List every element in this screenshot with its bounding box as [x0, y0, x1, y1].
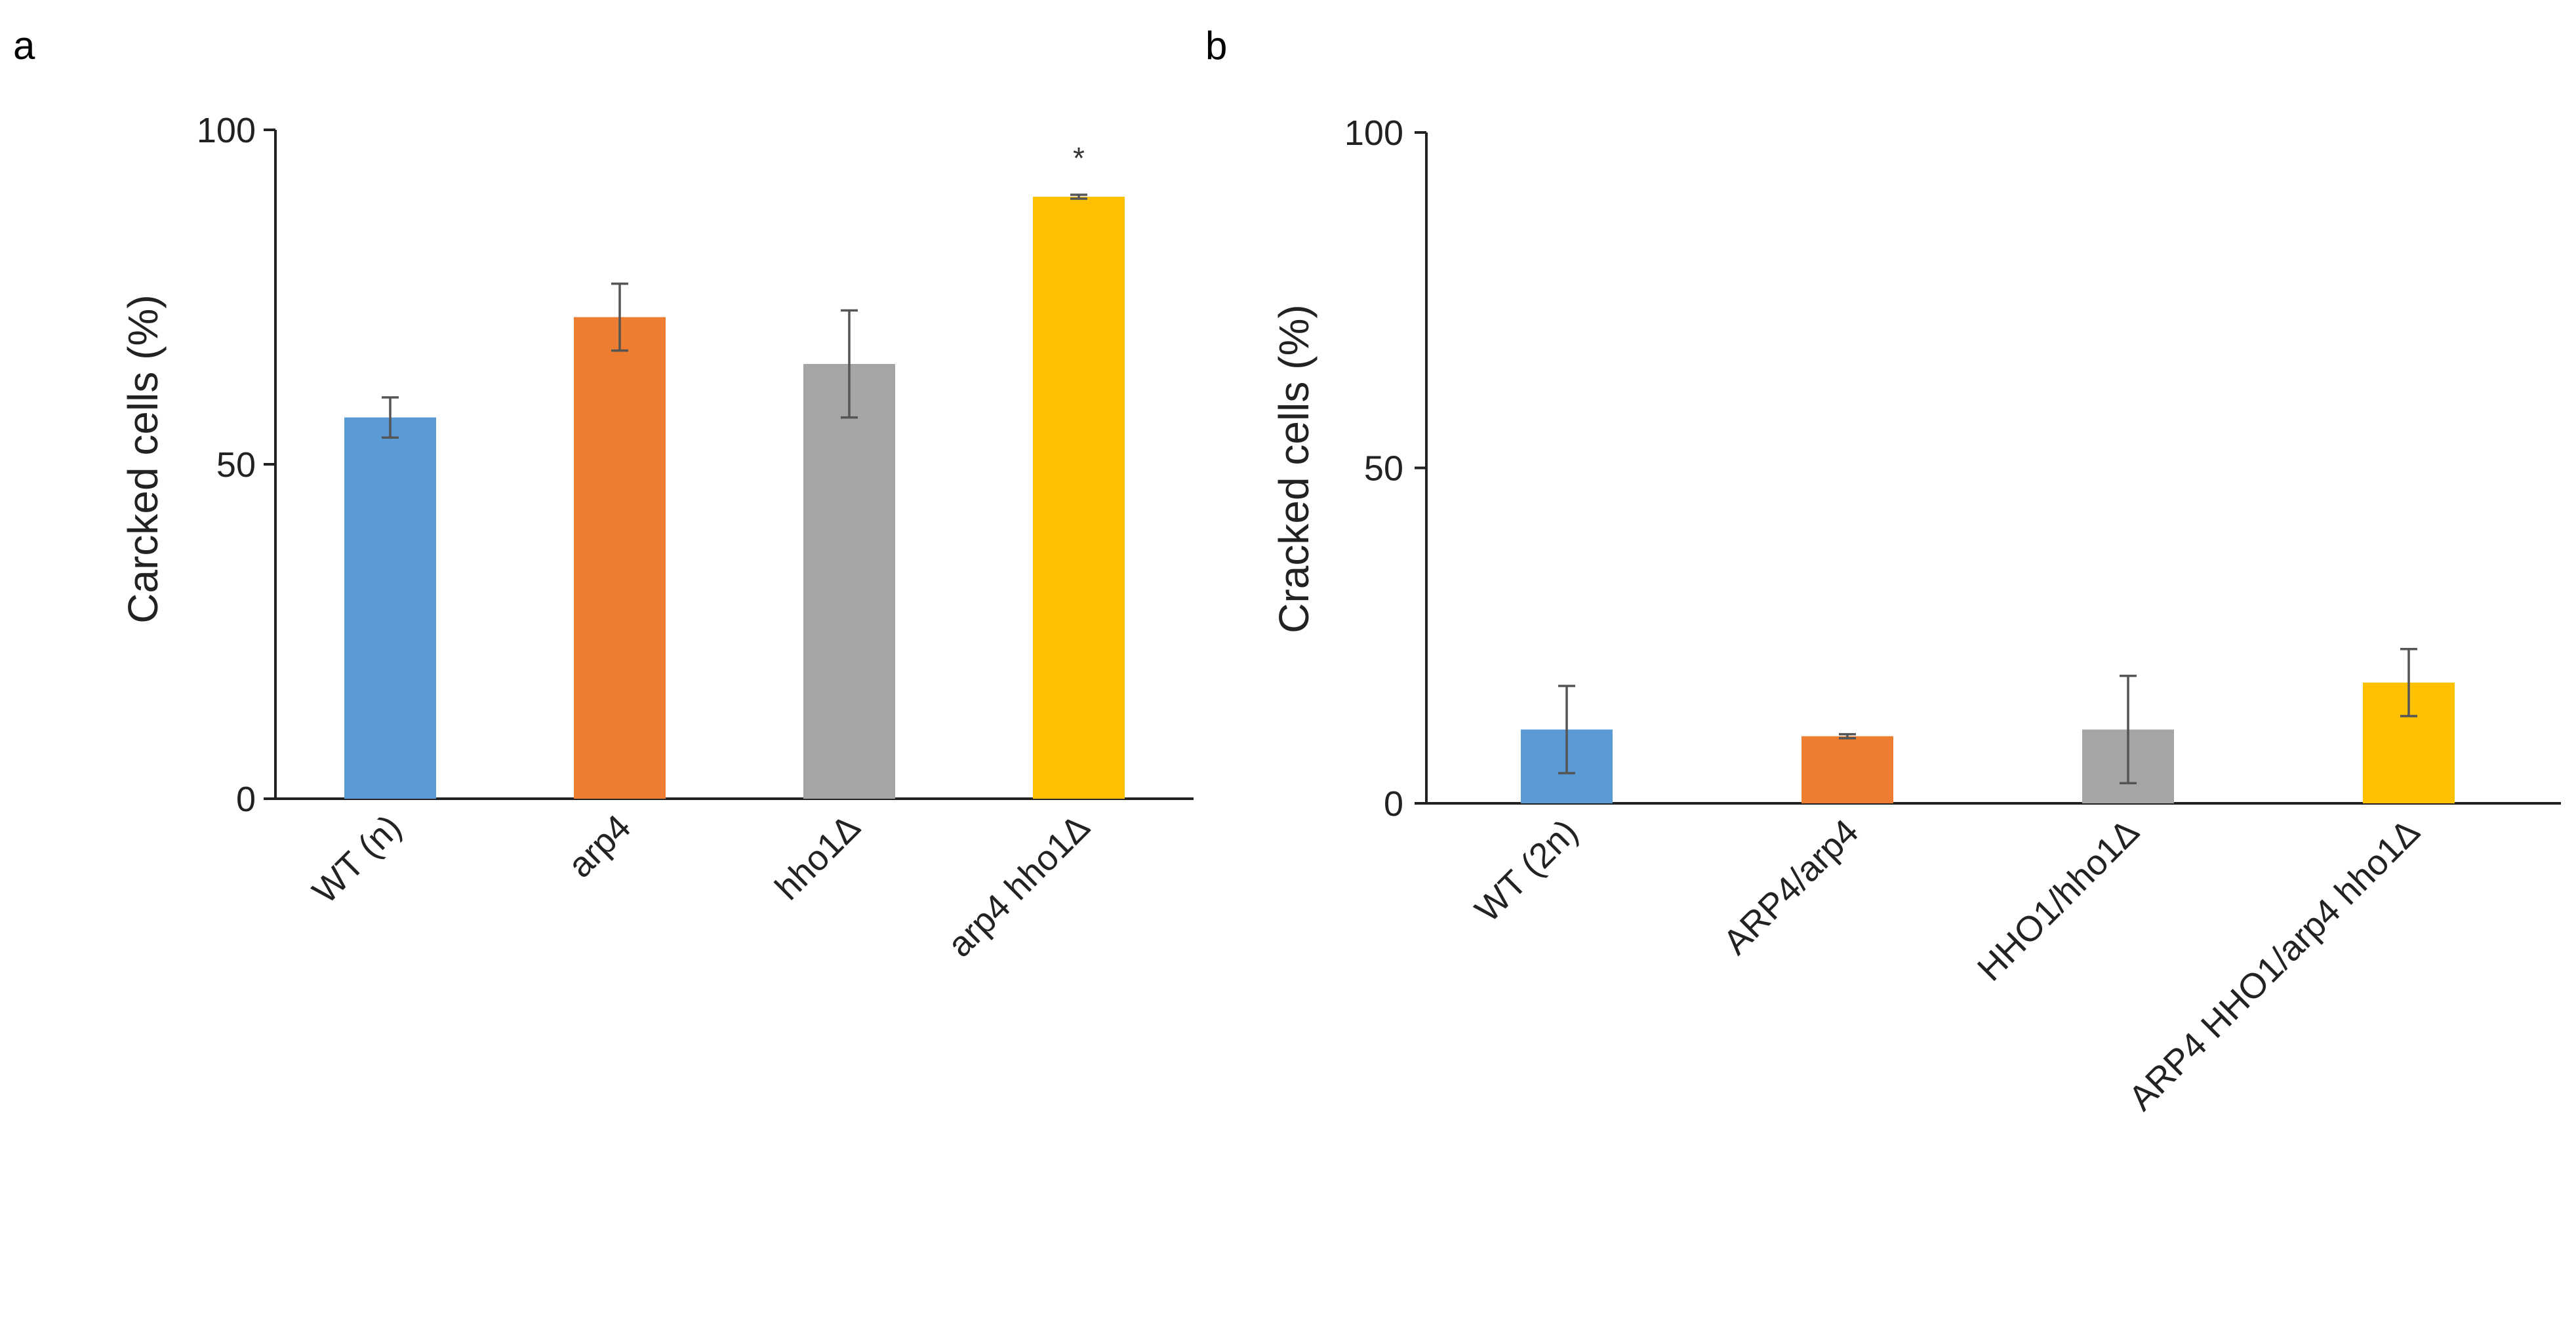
category-label: WT (2n)	[1468, 812, 1586, 930]
category-label: ARP4 HHO1/arp4 hho1Δ	[2122, 812, 2428, 1118]
panel-b-y-ticks: 0 50 100	[1344, 113, 1426, 824]
panel-a-category-labels: WT (n) arp4 hho1Δ arp4 hho1Δ	[305, 807, 1097, 965]
category-label: hho1Δ	[768, 807, 868, 908]
category-label: ARP4/arp4	[1716, 812, 1866, 962]
y-tick-label: 100	[197, 111, 256, 150]
category-label: WT (n)	[305, 807, 409, 911]
panel-a-error-bars	[382, 193, 1087, 439]
y-tick-label: 0	[236, 780, 256, 819]
panel-b-bars	[1521, 682, 2455, 803]
y-tick-label: 0	[1384, 784, 1403, 824]
panel-a-annotations: *	[1073, 141, 1085, 175]
category-label: HHO1/hho1Δ	[1970, 812, 2147, 989]
bar-wt-n-	[344, 417, 436, 799]
y-tick-label: 50	[1364, 449, 1403, 489]
significance-annotation: *	[1073, 141, 1085, 175]
category-label: arp4 hho1Δ	[940, 807, 1098, 965]
panel-b-y-axis-title: Cracked cells (%)	[1270, 304, 1318, 633]
bar-hho1-	[803, 364, 895, 799]
panel-a-y-axis-title: Carcked cells (%)	[119, 294, 167, 623]
y-tick-label: 50	[216, 445, 256, 485]
panel-a-letter: a	[13, 24, 35, 68]
panel-b-letter: b	[1205, 24, 1227, 68]
y-tick-label: 100	[1344, 113, 1403, 153]
panel-a: a Carcked cells (%) 0 50 100 * WT (n) arp4 h…	[13, 24, 1194, 965]
panel-b: b Cracked cells (%) 0 50 100 WT (2n) ARP4/a…	[1205, 24, 2561, 1118]
bar-arp4-hho1-	[1033, 197, 1125, 799]
panel-a-y-ticks: 0 50 100	[197, 111, 275, 819]
panel-a-bars	[344, 197, 1125, 799]
panel-b-error-bars	[1558, 647, 2417, 785]
bar-arp4	[574, 317, 666, 799]
category-label: arp4	[561, 807, 639, 885]
bar-arp4-arp4	[1801, 736, 1893, 803]
